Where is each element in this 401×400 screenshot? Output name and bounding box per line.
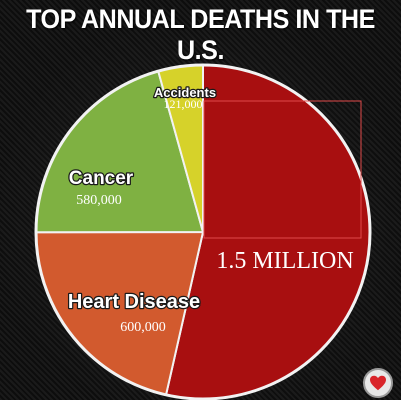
heart-badge[interactable] — [363, 368, 393, 398]
chart-title: TOP ANNUAL DEATHS IN THE U.S. — [26, 4, 375, 65]
pie-outline — [34, 63, 372, 400]
slice-value-heart-disease: 600,000 — [120, 320, 166, 335]
slice-value-cancer: 580,000 — [76, 193, 122, 208]
heart-icon — [370, 375, 386, 391]
highlight-box — [203, 100, 362, 239]
pie-slices — [34, 63, 372, 400]
slice-value-accidents: 121,000 — [164, 97, 203, 111]
slice-label-accidents: Accidents — [154, 85, 216, 100]
slice-label-cancer: Cancer — [69, 168, 134, 189]
slice-label-heart-disease: Heart Disease — [68, 291, 200, 313]
slice-value-1-5-million: 1.5 MILLION — [216, 248, 353, 274]
